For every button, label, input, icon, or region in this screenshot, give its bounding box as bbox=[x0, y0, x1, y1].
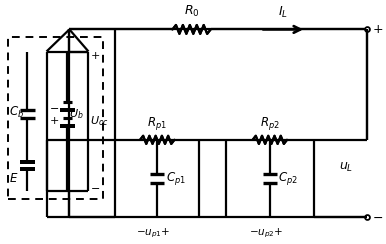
Bar bbox=[8, 37, 103, 199]
Text: $E$: $E$ bbox=[10, 172, 19, 185]
Text: $R_{p1}$: $R_{p1}$ bbox=[147, 115, 167, 132]
Text: $-$: $-$ bbox=[372, 211, 383, 224]
Text: $C_{p1}$: $C_{p1}$ bbox=[166, 170, 186, 187]
Text: $+$: $+$ bbox=[372, 23, 383, 36]
Text: $R_{p2}$: $R_{p2}$ bbox=[260, 115, 280, 132]
Text: $U_b$: $U_b$ bbox=[69, 107, 84, 121]
Text: $+$: $+$ bbox=[49, 115, 59, 126]
Text: $C_b$: $C_b$ bbox=[10, 105, 25, 120]
Text: $-u_{p2}$+: $-u_{p2}$+ bbox=[249, 226, 283, 240]
Text: $-u_{p1}$+: $-u_{p1}$+ bbox=[136, 226, 171, 240]
Text: $-$: $-$ bbox=[90, 182, 100, 192]
Text: $C_{p2}$: $C_{p2}$ bbox=[278, 170, 298, 187]
Text: $I_L$: $I_L$ bbox=[278, 5, 288, 20]
Text: $u_L$: $u_L$ bbox=[339, 161, 353, 174]
Text: $U_{oc}$: $U_{oc}$ bbox=[90, 114, 109, 128]
Text: $-$: $-$ bbox=[49, 102, 59, 112]
Text: $+$: $+$ bbox=[90, 51, 100, 61]
Text: $R_0$: $R_0$ bbox=[184, 4, 200, 19]
